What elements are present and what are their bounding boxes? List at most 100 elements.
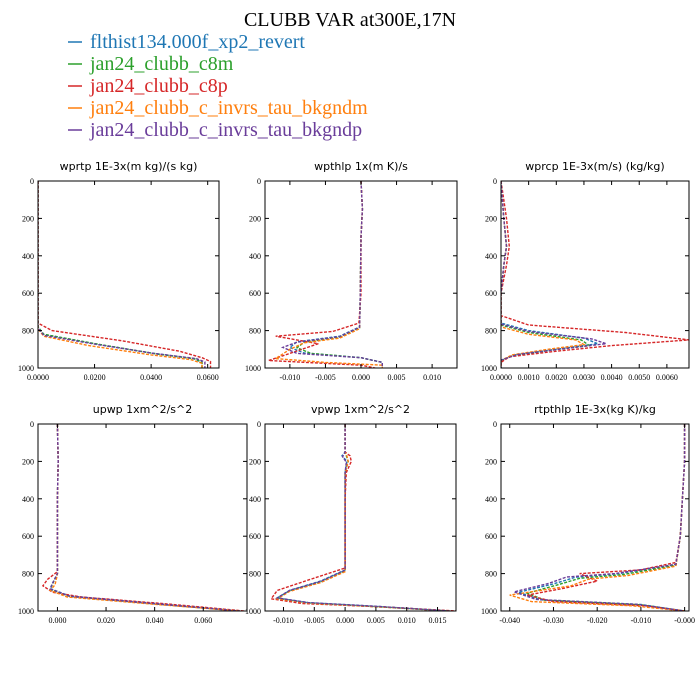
y-tick-label: 1000 — [245, 607, 261, 616]
panel-title: upwp 1xm^2/s^2 — [93, 403, 193, 416]
y-tick-label: 200 — [22, 214, 34, 223]
x-tick-label: 0.000 — [352, 373, 370, 382]
legend: flthist134.000f_xp2_revertjan24_clubb_c8… — [68, 31, 368, 141]
x-tick-label: 0.0400 — [140, 373, 162, 382]
x-tick-label: -0.030 — [543, 616, 564, 625]
x-tick-label: 0.020 — [97, 616, 115, 625]
plot-frame — [264, 423, 457, 612]
y-tick-label: 200 — [485, 214, 497, 223]
panel-title: wprcp 1E-3x(m/s) (kg/kg) — [525, 160, 664, 173]
panel-grid: wprtp 1E-3x(m kg)/(s kg) 0 200 400 600 800 100… — [18, 160, 695, 625]
series-line — [501, 181, 601, 368]
legend-entry: jan24_clubb_c_invrs_tau_bkgndp — [89, 119, 362, 141]
panel-title: wpthlp 1x(m K)/s — [314, 160, 408, 173]
series-line — [41, 424, 245, 611]
chart-panel: wprcp 1E-3x(m/s) (kg/kg) 0 200 400 600 800 100… — [481, 160, 690, 382]
chart-panel: upwp 1xm^2/s^2 0 200 400 600 800 1000 0.000 0.02… — [18, 403, 248, 625]
x-tick-label: -0.005 — [315, 373, 336, 382]
series-line — [275, 424, 450, 611]
series-line — [49, 424, 240, 611]
x-tick-label: 0.0600 — [197, 373, 219, 382]
series-line — [273, 181, 383, 368]
y-tick-label: 800 — [485, 570, 497, 579]
y-tick-label: 200 — [485, 457, 497, 466]
chart-panel: wprtp 1E-3x(m kg)/(s kg) 0 200 400 600 800 100… — [18, 160, 220, 382]
x-tick-label: 0.0200 — [84, 373, 106, 382]
y-tick-label: 400 — [22, 252, 34, 261]
series-line — [49, 424, 240, 611]
y-tick-label: 200 — [249, 214, 261, 223]
y-tick-label: 400 — [249, 495, 261, 504]
y-tick-label: 0 — [493, 177, 497, 186]
legend-entry: jan24_clubb_c8p — [89, 75, 228, 97]
chart-panel: vpwp 1xm^2/s^2 0 200 400 600 800 1000 -0.010 -0.… — [245, 403, 457, 625]
y-tick-label: 0 — [30, 177, 34, 186]
x-tick-label: 0.0010 — [518, 373, 540, 382]
y-tick-label: 800 — [485, 327, 497, 336]
y-tick-label: 800 — [22, 327, 34, 336]
y-tick-label: 200 — [249, 457, 261, 466]
y-tick-label: 1000 — [245, 364, 261, 373]
x-tick-label: 0.0030 — [573, 373, 595, 382]
x-tick-label: 0.015 — [429, 616, 447, 625]
y-tick-label: 600 — [485, 289, 497, 298]
y-tick-label: 1000 — [18, 607, 34, 616]
x-tick-label: -0.005 — [304, 616, 325, 625]
y-tick-label: 400 — [249, 252, 261, 261]
series-line — [275, 424, 450, 611]
series-line — [269, 424, 456, 611]
y-tick-label: 1000 — [481, 607, 497, 616]
series-line — [288, 181, 383, 368]
x-tick-label: -0.020 — [587, 616, 608, 625]
panel-title: rtpthlp 1E-3x(kg K)/kg — [534, 403, 656, 416]
y-tick-label: 400 — [485, 252, 497, 261]
y-tick-label: 800 — [22, 570, 34, 579]
panel-title: wprtp 1E-3x(m kg)/(s kg) — [60, 160, 198, 173]
series-line — [501, 181, 689, 368]
x-tick-label: 0.010 — [398, 616, 416, 625]
y-tick-label: 0 — [30, 420, 34, 429]
y-tick-label: 1000 — [481, 364, 497, 373]
series-line — [49, 424, 240, 611]
legend-entry: jan24_clubb_c_invrs_tau_bkgndm — [89, 97, 368, 119]
x-tick-label: 0.0020 — [545, 373, 567, 382]
series-line — [501, 181, 607, 368]
y-tick-label: 0 — [257, 420, 261, 429]
x-tick-label: -0.010 — [273, 616, 294, 625]
plot-frame — [500, 423, 690, 612]
y-tick-label: 400 — [22, 495, 34, 504]
series-line — [38, 181, 203, 368]
series-line — [511, 424, 686, 611]
legend-entry: jan24_clubb_c8m — [89, 53, 234, 75]
chart-panel: rtpthlp 1E-3x(kg K)/kg02004006008001000-… — [481, 403, 695, 625]
y-tick-label: 600 — [249, 532, 261, 541]
legend-entry: flthist134.000f_xp2_revert — [90, 31, 305, 53]
x-tick-label: 0.0060 — [656, 373, 678, 382]
x-tick-label: -0.010 — [631, 616, 652, 625]
series-line — [515, 424, 686, 611]
series-line — [275, 424, 450, 611]
x-tick-label: 0.060 — [194, 616, 212, 625]
y-tick-label: 800 — [249, 570, 261, 579]
y-tick-label: 600 — [249, 289, 261, 298]
y-tick-label: 200 — [22, 457, 34, 466]
x-tick-label: 0.0000 — [27, 373, 49, 382]
y-tick-label: 400 — [485, 495, 497, 504]
series-line — [501, 181, 587, 368]
series-line — [49, 424, 240, 611]
figure-title: CLUBB VAR at300E,17N — [244, 9, 456, 31]
y-tick-label: 0 — [493, 420, 497, 429]
y-tick-label: 800 — [249, 327, 261, 336]
series-line — [509, 424, 686, 611]
chart-panel: wpthlp 1x(m K)/s 0 200 400 600 800 1000 -0.010 -… — [245, 160, 458, 382]
x-tick-label: 0.005 — [388, 373, 406, 382]
x-tick-label: 0.000 — [48, 616, 66, 625]
y-tick-label: 0 — [257, 177, 261, 186]
x-tick-label: -0.000 — [674, 616, 695, 625]
x-tick-label: 0.010 — [423, 373, 441, 382]
x-tick-label: -0.010 — [280, 373, 301, 382]
x-tick-label: 0.040 — [146, 616, 164, 625]
x-tick-label: -0.040 — [499, 616, 520, 625]
series-line — [38, 181, 212, 368]
